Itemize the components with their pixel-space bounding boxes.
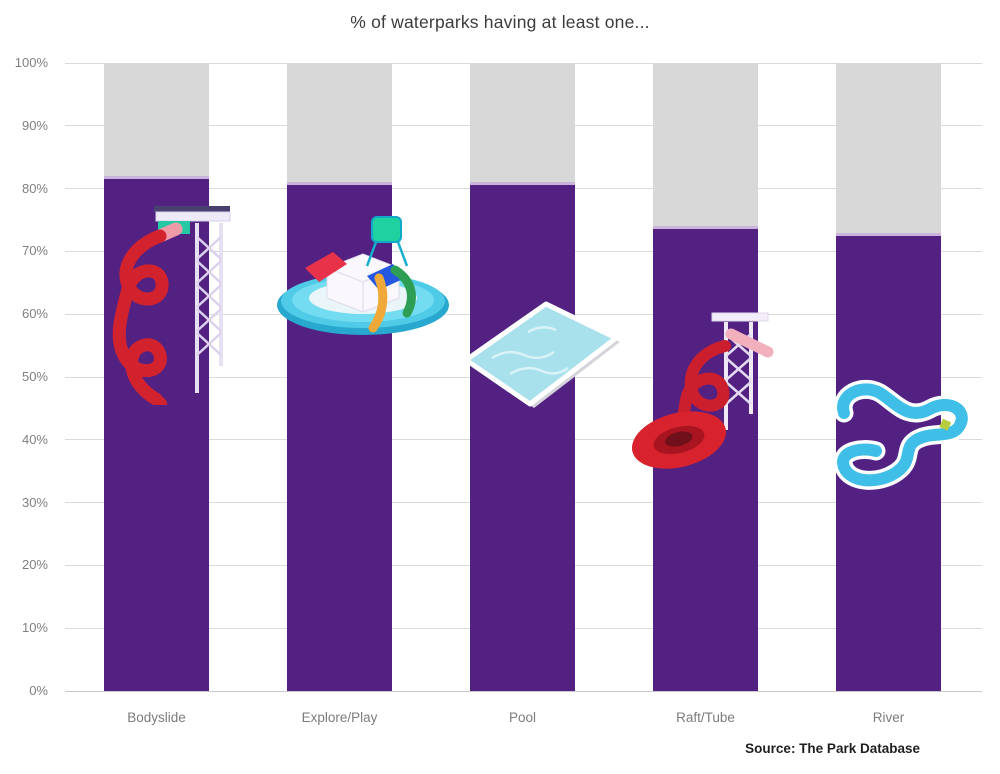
chart-title: % of waterparks having at least one... [350, 12, 650, 32]
y-tick-label: 40% [21, 431, 48, 447]
bar-series [65, 63, 982, 691]
bodyslide-icon [112, 206, 231, 405]
explore-play-icon [277, 216, 449, 335]
y-tick-label: 0% [29, 683, 48, 698]
gridline [65, 690, 982, 692]
bar-group-explore-play [248, 63, 449, 691]
bar-bodyslide [104, 176, 209, 691]
bar-remainder-bodyslide [104, 63, 209, 177]
y-tick-label: 30% [21, 494, 48, 510]
bar-remainder-explore-play [287, 63, 392, 183]
y-tick-label: 70% [21, 243, 48, 259]
y-tick-label: 90% [21, 117, 48, 133]
bar-pool [470, 182, 575, 691]
bar-group-bodyslide [65, 63, 248, 691]
y-tick-label: 60% [21, 306, 48, 322]
x-label-explore-play: Explore/Play [301, 710, 378, 725]
plot-area [65, 62, 982, 692]
y-tick-label: 80% [21, 180, 48, 196]
bar-group-pool [431, 63, 620, 691]
bar-river [836, 232, 941, 691]
y-tick-label: 50% [21, 369, 48, 384]
pool-icon [463, 301, 620, 408]
x-label-river: River [872, 710, 905, 725]
river-icon [833, 379, 970, 490]
y-tick-label: 20% [21, 557, 48, 573]
bar-group-raft-tube [614, 63, 797, 691]
y-axis: 100% 90% 80% 70% 60% 50% 40% 30% 20% 10% 0% [0, 55, 56, 698]
source-text: Source: The Park Database [745, 741, 920, 756]
y-tick-label: 10% [21, 620, 48, 636]
x-label-bodyslide: Bodyslide [127, 710, 186, 725]
y-tick-label: 100% [14, 55, 48, 70]
bar-remainder-river [836, 63, 941, 233]
x-label-pool: Pool [508, 710, 537, 725]
bar-remainder-raft-tube [653, 63, 758, 227]
x-label-raft-tube: Raft/Tube [676, 710, 735, 725]
raft-tube-icon [631, 312, 774, 469]
bar-group-river [797, 63, 980, 691]
bar-remainder-pool [470, 63, 575, 183]
